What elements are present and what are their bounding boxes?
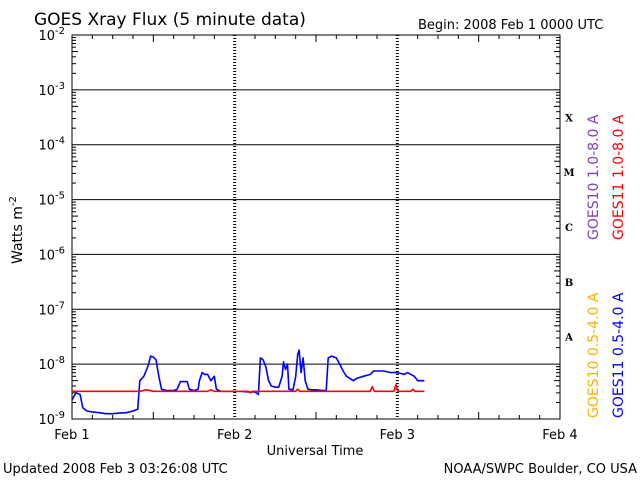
y-tick-label: 10-2 [38, 26, 65, 44]
legend-entry: GOES11 1.0-8.0 A [611, 114, 627, 240]
y-tick-label: 10-5 [38, 191, 65, 209]
chart-title: GOES Xray Flux (5 minute data) [34, 10, 306, 30]
plot-frame [71, 34, 561, 420]
flare-class-label: M [563, 168, 574, 179]
legend-entry: GOES10 1.0-8.0 A [586, 114, 602, 240]
y-tick-label: 10-7 [38, 300, 65, 318]
y-tick-label: 10-4 [38, 136, 65, 154]
footer-updated: Updated 2008 Feb 3 03:26:08 UTC [3, 462, 228, 477]
begin-label: Begin: 2008 Feb 1 0000 UTC [418, 18, 603, 33]
y-tick-label: 10-6 [38, 245, 65, 263]
flare-class-label: A [564, 333, 573, 344]
series-line [72, 384, 425, 394]
x-tick-label: Feb 3 [380, 428, 415, 443]
y-tick-label: 10-9 [38, 410, 65, 428]
legend-entry: GOES11 0.5-4.0 A [611, 292, 627, 418]
y-tick-label: 10-3 [38, 81, 65, 99]
y-axis-label: Watts m-2 [8, 196, 26, 264]
y-tick-label: 10-8 [38, 355, 65, 373]
flare-class-label: X [565, 113, 573, 124]
legend-entry: GOES10 0.5-4.0 A [586, 292, 602, 418]
x-tick-label: Feb 4 [542, 428, 577, 443]
flare-class-label: B [565, 278, 573, 289]
x-tick-label: Feb 2 [217, 428, 252, 443]
series-line [71, 349, 425, 415]
x-tick-label: Feb 1 [54, 428, 89, 443]
x-axis-label: Universal Time [267, 444, 364, 459]
flare-class-label: C [565, 223, 573, 234]
footer-credit: NOAA/SWPC Boulder, CO USA [444, 462, 637, 477]
